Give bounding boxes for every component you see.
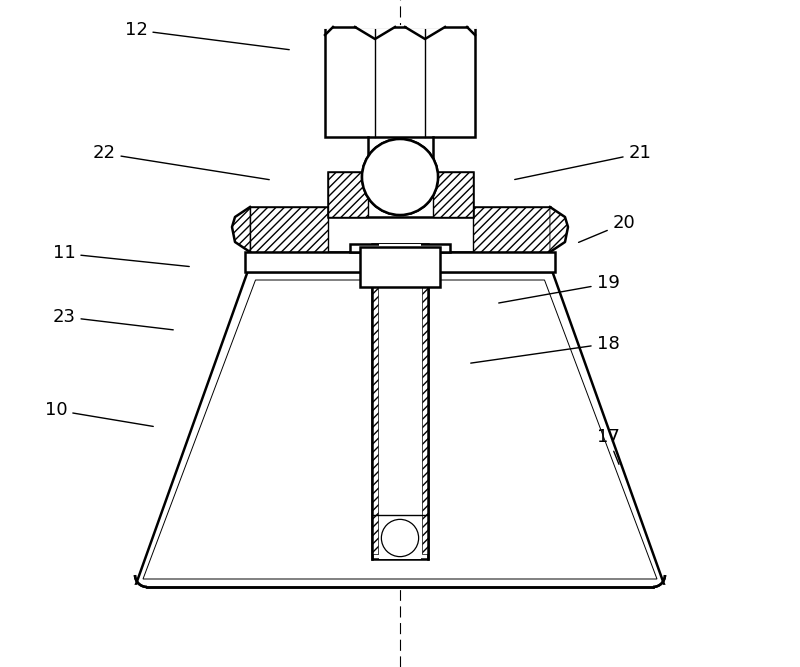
- Text: 21: 21: [514, 145, 651, 179]
- Circle shape: [382, 520, 418, 556]
- Circle shape: [362, 139, 438, 215]
- Bar: [350, 244, 450, 252]
- Polygon shape: [232, 207, 250, 252]
- Polygon shape: [135, 272, 665, 587]
- Bar: [250, 207, 327, 252]
- Bar: [327, 172, 367, 217]
- Text: 22: 22: [93, 145, 270, 179]
- Bar: [379, 244, 421, 559]
- Bar: [372, 244, 428, 559]
- Text: 23: 23: [53, 308, 174, 330]
- Bar: [367, 137, 433, 177]
- Text: 10: 10: [45, 402, 154, 426]
- Bar: [360, 247, 440, 287]
- Text: 20: 20: [578, 215, 635, 242]
- Text: 19: 19: [498, 275, 619, 303]
- Circle shape: [362, 139, 438, 215]
- Circle shape: [382, 520, 418, 556]
- Bar: [372, 249, 378, 554]
- Text: 12: 12: [125, 21, 290, 49]
- Bar: [325, 27, 475, 137]
- Text: 11: 11: [53, 245, 190, 267]
- Text: 18: 18: [470, 335, 619, 363]
- Bar: [433, 172, 473, 217]
- Bar: [379, 274, 421, 513]
- Bar: [374, 274, 426, 513]
- Text: 17: 17: [597, 428, 619, 464]
- Bar: [327, 172, 473, 217]
- Bar: [250, 207, 550, 252]
- Bar: [473, 207, 550, 252]
- Bar: [245, 252, 555, 272]
- Polygon shape: [550, 207, 568, 252]
- Bar: [422, 249, 428, 554]
